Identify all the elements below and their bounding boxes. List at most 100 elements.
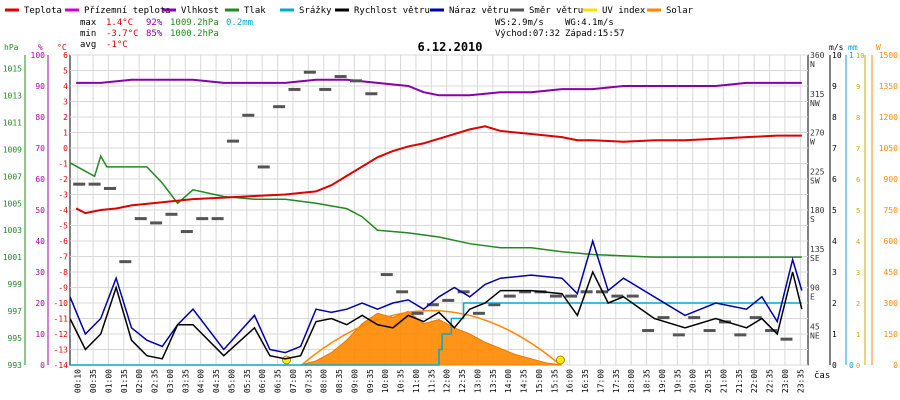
celsius-tick-label: 2 (63, 113, 68, 122)
stats-min-temp: -3.7°C (106, 29, 139, 39)
wind-tick-label: 10 (832, 51, 842, 60)
x-tick-label: 02:35 (151, 369, 160, 393)
x-tick-label: 00:35 (89, 369, 98, 393)
sun-arc (301, 309, 561, 366)
celsius-tick-label: 3 (63, 98, 68, 107)
percent-axis-unit: % (38, 43, 43, 52)
x-tick-label: 05:00 (227, 369, 236, 393)
rain-tick-label: 1 (849, 51, 854, 60)
sunset-marker (555, 355, 565, 365)
stats-max-humidity: 92% (146, 18, 163, 28)
celsius-tick-label: 6 (63, 51, 68, 60)
x-tick-label: 14:35 (520, 369, 529, 393)
uv-tick-label: 0 (856, 362, 860, 370)
x-tick-label: 20:35 (704, 369, 713, 393)
solar-tick-label: 1350 (879, 82, 898, 91)
uv-tick-label: 1 (856, 331, 860, 339)
solar-tick-label: 450 (884, 268, 899, 277)
celsius-tick-label: 0 (63, 144, 68, 153)
direction-tick-label: 90 (810, 284, 820, 293)
celsius-tick-label: 4 (63, 82, 68, 91)
x-tick-label: 14:00 (504, 369, 513, 393)
x-tick-label: 03:00 (166, 369, 175, 393)
hpa-axis-unit: hPa (4, 43, 19, 52)
wind-tick-label: 0 (832, 361, 837, 370)
direction-label: N (810, 60, 815, 69)
hpa-tick-label: 999 (8, 280, 23, 289)
celsius-axis-unit: °C (57, 43, 67, 52)
x-tick-label: 00:10 (74, 369, 83, 393)
wind-tick-label: 4 (832, 237, 837, 246)
hpa-tick-label: 1001 (3, 253, 22, 262)
hpa-tick-label: 1005 (3, 199, 22, 208)
uv-tick-label: 2 (856, 300, 860, 308)
legend-label: UV index (602, 6, 646, 16)
solar-axis-unit: W (876, 43, 881, 52)
stats-min-humidity: 85% (146, 29, 163, 39)
direction-label: S (810, 215, 815, 224)
wind-tick-label: 1 (832, 330, 837, 339)
percent-tick-label: 70 (35, 144, 45, 153)
wind-speed-summary: WS:2.9m/s (495, 18, 544, 28)
wind-tick-label: 7 (832, 144, 837, 153)
percent-tick-label: 100 (31, 51, 46, 60)
uv-tick-label: 10 (856, 52, 864, 60)
plot-area (69, 70, 803, 366)
x-tick-label: 23:00 (781, 369, 790, 393)
celsius-tick-label: 5 (63, 67, 68, 76)
wind-tick-label: 8 (832, 113, 837, 122)
uv-tick-label: 9 (856, 83, 860, 91)
wind-tick-label: 3 (832, 268, 837, 277)
x-tick-label: 04:35 (212, 369, 221, 393)
legend-label: Srážky (299, 6, 332, 16)
legend-label: Náraz větru (449, 6, 509, 16)
x-tick-label: 06:35 (274, 369, 283, 393)
solar-tick-label: 600 (884, 237, 899, 246)
celsius-tick-label: -2 (58, 175, 68, 184)
x-tick-label: 23:35 (796, 369, 805, 393)
x-tick-label: 22:00 (750, 369, 759, 393)
percent-tick-label: 50 (35, 206, 45, 215)
x-tick-label: 17:00 (596, 369, 605, 393)
x-tick-label: 04:00 (197, 369, 206, 393)
rain-tick-label: 0 (849, 361, 854, 370)
legend-label: Rychlost větru (354, 6, 430, 16)
x-tick-label: 17:35 (612, 369, 621, 393)
solar-tick-label: 0 (893, 361, 898, 370)
direction-tick-label: 45 (810, 322, 820, 331)
wind-tick-label: 2 (832, 299, 837, 308)
x-tick-label: 13:00 (473, 369, 482, 393)
x-tick-label: 19:00 (658, 369, 667, 393)
rain-axis-unit: mm (848, 43, 858, 52)
x-tick-label: 08:35 (335, 369, 344, 393)
uv-tick-label: 6 (856, 176, 860, 184)
hpa-tick-label: 1003 (3, 226, 22, 235)
x-tick-label: 09:00 (350, 369, 359, 393)
direction-tick-label: 225 (810, 167, 825, 176)
celsius-tick-label: -4 (58, 206, 68, 215)
sunrise-marker (282, 355, 292, 365)
x-tick-label: 21:35 (735, 369, 744, 393)
chart-title: 6.12.2010 (417, 40, 482, 54)
stats-min-pressure: 1000.2hPa (170, 29, 219, 39)
solar-tick-label: 1500 (879, 51, 898, 60)
percent-tick-label: 10 (35, 330, 45, 339)
celsius-tick-label: -7 (58, 253, 68, 262)
celsius-tick-label: -6 (58, 237, 68, 246)
wind-tick-label: 9 (832, 82, 837, 91)
x-tick-label: 11:00 (412, 369, 421, 393)
percent-tick-label: 40 (35, 237, 45, 246)
stats-max-temp: 1.4°C (106, 18, 133, 28)
x-tick-label: 22:35 (766, 369, 775, 393)
uv-tick-label: 7 (856, 145, 860, 153)
celsius-tick-label: -1 (58, 160, 68, 169)
hpa-tick-label: 993 (8, 361, 23, 370)
celsius-tick-label: -10 (54, 299, 69, 308)
x-tick-label: 21:00 (719, 369, 728, 393)
percent-tick-label: 60 (35, 175, 45, 184)
hpa-tick-label: 1015 (3, 64, 22, 73)
wind-tick-label: 6 (832, 175, 837, 184)
direction-label: SW (810, 176, 820, 185)
celsius-tick-label: -14 (54, 361, 69, 370)
wind-gust-line (69, 238, 803, 354)
